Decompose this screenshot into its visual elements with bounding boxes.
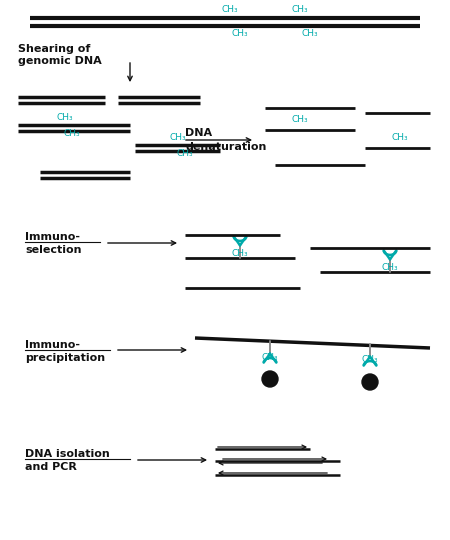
Text: selection: selection [25, 245, 81, 255]
Text: Shearing of
genomic DNA: Shearing of genomic DNA [18, 44, 102, 66]
Text: CH₃: CH₃ [302, 30, 318, 38]
Text: CH₃: CH₃ [392, 133, 408, 143]
Text: DNA isolation: DNA isolation [25, 449, 110, 459]
Circle shape [262, 371, 278, 387]
Text: CH₃: CH₃ [292, 116, 308, 125]
Text: CH₃: CH₃ [362, 355, 378, 364]
Text: CH₃: CH₃ [170, 133, 186, 143]
Text: Immuno-: Immuno- [25, 232, 80, 242]
Text: precipitation: precipitation [25, 353, 105, 363]
Text: CH₃: CH₃ [57, 113, 73, 123]
Circle shape [362, 374, 378, 390]
Text: and PCR: and PCR [25, 462, 77, 472]
Text: CH₃: CH₃ [232, 248, 248, 258]
Text: CH₃: CH₃ [232, 30, 248, 38]
Text: CH₃: CH₃ [382, 262, 398, 272]
Text: CH₃: CH₃ [64, 129, 80, 138]
Text: CH₃: CH₃ [222, 5, 238, 15]
Text: CH₃: CH₃ [292, 5, 308, 15]
Text: CH₃: CH₃ [177, 148, 194, 158]
Text: Immuno-: Immuno- [25, 340, 80, 350]
Text: denaturation: denaturation [185, 142, 266, 152]
Text: CH₃: CH₃ [262, 353, 278, 361]
Text: DNA: DNA [185, 128, 212, 138]
